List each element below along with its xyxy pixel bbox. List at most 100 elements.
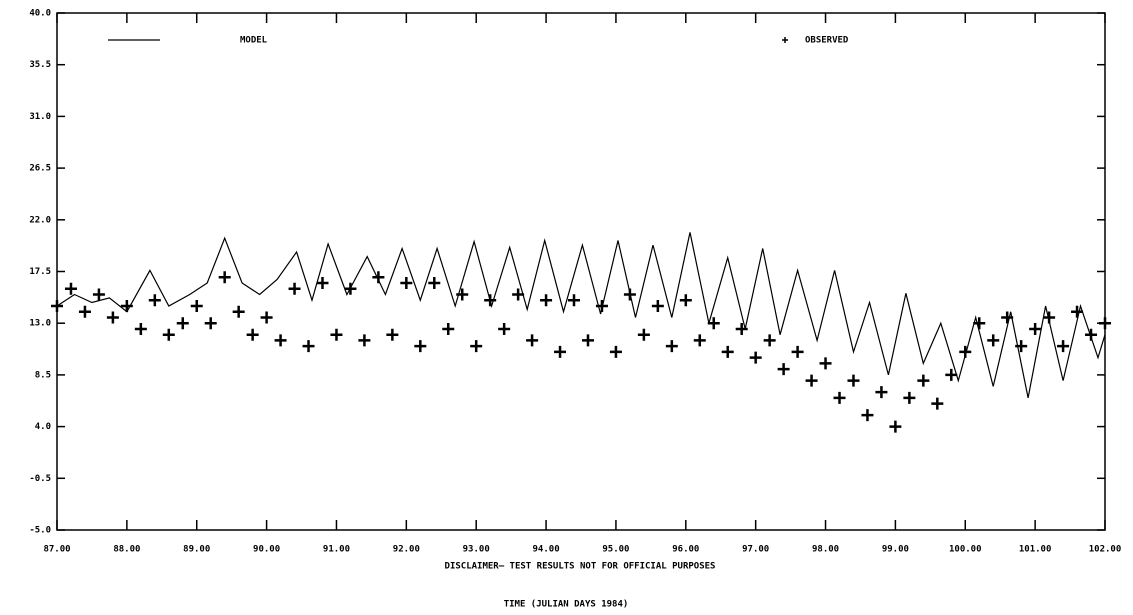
y-tick-label: 31.0 xyxy=(29,112,51,122)
observed-point xyxy=(51,299,63,312)
observed-point xyxy=(581,334,594,347)
observed-point xyxy=(386,328,399,341)
y-tick-label: 26.5 xyxy=(29,164,51,174)
observed-point xyxy=(106,311,119,324)
observed-point xyxy=(651,299,664,312)
y-tick-label: -0.5 xyxy=(29,474,51,484)
observed-point xyxy=(833,391,846,404)
x-tick-label: 100.00 xyxy=(949,545,982,555)
observed-point xyxy=(805,374,818,387)
x-tick-label: 92.00 xyxy=(393,545,420,555)
observed-point xyxy=(554,345,567,358)
legend-label: MODEL xyxy=(240,36,268,46)
y-tick-label: 40.0 xyxy=(29,9,51,19)
observed-point xyxy=(260,311,273,324)
disclaimer: DISCLAIMER— TEST RESULTS NOT FOR OFFICIA… xyxy=(445,562,716,572)
observed-point xyxy=(344,282,357,295)
observed-point xyxy=(791,345,804,358)
y-tick-label: 13.0 xyxy=(29,319,51,329)
observed-point xyxy=(414,340,427,353)
y-tick-label: -5.0 xyxy=(29,526,51,536)
x-tick-label: 90.00 xyxy=(253,545,280,555)
observed-point xyxy=(847,374,860,387)
observed-point xyxy=(679,294,692,307)
observed-point xyxy=(623,288,636,301)
observed-point xyxy=(875,386,888,399)
observed-point xyxy=(176,317,189,330)
observed-point xyxy=(78,305,91,318)
x-tick-label: 93.00 xyxy=(463,545,490,555)
y-tick-label: 22.0 xyxy=(29,215,51,225)
observed-point xyxy=(987,334,1000,347)
x-tick-label: 94.00 xyxy=(533,545,560,555)
observed-point xyxy=(749,351,762,364)
observed-point xyxy=(568,294,581,307)
observed-point xyxy=(917,374,930,387)
legend-label: OBSERVED xyxy=(805,36,849,46)
observed-point xyxy=(330,328,343,341)
observed-point xyxy=(456,288,469,301)
x-tick-label: 99.00 xyxy=(882,545,909,555)
observed-point xyxy=(693,334,706,347)
observed-point xyxy=(540,294,553,307)
observed-point xyxy=(400,276,413,289)
legend-marker xyxy=(782,37,788,43)
observed-point xyxy=(274,334,287,347)
observed-point xyxy=(959,345,972,358)
observed-point xyxy=(526,334,539,347)
observed-point xyxy=(316,276,329,289)
observed-point xyxy=(120,299,133,312)
observed-point xyxy=(302,340,315,353)
observed-point xyxy=(861,409,874,422)
observed-point xyxy=(1015,340,1028,353)
y-tick-label: 8.5 xyxy=(35,370,51,380)
observed-point xyxy=(1099,317,1111,330)
observed-point xyxy=(819,357,832,370)
x-tick-label: 97.00 xyxy=(742,545,769,555)
y-tick-label: 17.5 xyxy=(29,267,51,277)
y-tick-label: 35.5 xyxy=(29,60,51,70)
x-axis-title: TIME (JULIAN DAYS 1984) xyxy=(504,600,629,610)
observed-point xyxy=(92,288,105,301)
observed-point xyxy=(372,271,385,284)
x-tick-label: 98.00 xyxy=(812,545,839,555)
plot-frame xyxy=(56,12,1106,531)
observed-point xyxy=(945,368,958,381)
observed-point xyxy=(134,322,147,335)
observed-point xyxy=(288,282,301,295)
observed-point xyxy=(358,334,371,347)
x-tick-label: 95.00 xyxy=(602,545,629,555)
observed-point xyxy=(428,276,441,289)
observed-point xyxy=(64,282,77,295)
x-tick-label: 88.00 xyxy=(113,545,140,555)
observed-point xyxy=(484,294,497,307)
observed-point xyxy=(665,340,678,353)
observed-point xyxy=(218,271,231,284)
observed-point xyxy=(512,288,525,301)
observed-point xyxy=(498,322,511,335)
observed-point xyxy=(707,317,720,330)
observed-point xyxy=(721,345,734,358)
observed-point xyxy=(1029,322,1042,335)
observed-point xyxy=(1085,328,1098,341)
observed-point xyxy=(931,397,944,410)
observed-point xyxy=(735,322,748,335)
observed-point xyxy=(442,322,455,335)
x-tick-label: 101.00 xyxy=(1019,545,1052,555)
observed-point xyxy=(1043,311,1056,324)
observed-point xyxy=(1071,305,1084,318)
observed-point xyxy=(232,305,245,318)
observed-point xyxy=(204,317,217,330)
observed-point xyxy=(903,391,916,404)
model-line xyxy=(56,232,1106,399)
x-tick-label: 87.00 xyxy=(43,545,70,555)
observed-point xyxy=(246,328,259,341)
observed-point xyxy=(889,420,902,433)
observed-point xyxy=(162,328,175,341)
observed-point xyxy=(973,317,986,330)
observed-point xyxy=(777,363,790,376)
observed-point xyxy=(1001,311,1014,324)
observed-point xyxy=(609,345,622,358)
